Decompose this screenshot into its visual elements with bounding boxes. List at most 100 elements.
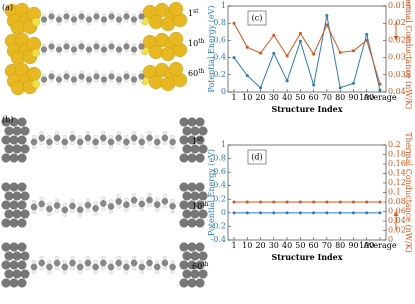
atom: [154, 259, 160, 265]
atom: [92, 204, 100, 212]
atom: [187, 218, 197, 228]
y2-tick-label: 0.04: [388, 87, 406, 96]
panel-label: (a): [2, 3, 13, 12]
y-tick-label: 0.2: [213, 194, 226, 203]
atom: [38, 200, 46, 208]
atom: [162, 204, 168, 209]
x-tick-label: 100: [359, 241, 374, 250]
point: [285, 79, 289, 83]
y-tick-label: 0: [221, 208, 226, 217]
atom: [170, 208, 175, 214]
point: [312, 200, 316, 204]
atom: [17, 218, 27, 228]
atom: [17, 260, 27, 270]
atom: [147, 192, 152, 198]
series-line: [233, 22, 381, 85]
y2-tick-label: 0.14: [388, 169, 406, 178]
atom: [101, 140, 106, 146]
point: [259, 86, 263, 90]
x-tick-label: 50: [295, 241, 305, 250]
atom: [147, 140, 152, 146]
atom: [101, 196, 106, 201]
point: [338, 50, 342, 54]
atom: [99, 200, 107, 207]
y2-tick-label: 0.18: [388, 150, 406, 159]
atom: [20, 209, 30, 219]
atom: [62, 134, 68, 140]
atom: [31, 209, 37, 215]
atom: [170, 198, 175, 204]
atom: [76, 206, 84, 214]
atom: [47, 134, 52, 140]
point: [232, 21, 236, 25]
x-axis-label: Structure Index: [272, 104, 343, 114]
atom: [9, 278, 19, 288]
atom: [182, 126, 192, 136]
atom: [138, 73, 145, 80]
y2-tick-label: 0.06: [388, 207, 406, 216]
atom: [46, 263, 53, 271]
atom: [131, 255, 137, 261]
atom: [198, 209, 208, 219]
atom: [39, 265, 44, 271]
atom: [1, 218, 11, 228]
y2-tick-label: 0.02: [388, 18, 406, 27]
atom: [130, 46, 138, 53]
charts: 0 0.2 0.4 0.6 0.8 1 0.015 0.02 0.025 0.03 0.035 0.0…: [207, 0, 413, 262]
point: [378, 88, 382, 92]
atom: [131, 193, 137, 198]
point: [298, 200, 302, 204]
arrow-head: [393, 36, 399, 40]
atom: [55, 46, 63, 53]
atom: [146, 134, 153, 142]
atom: [138, 138, 146, 146]
atom: [84, 201, 92, 209]
point: [259, 211, 263, 215]
atom: [116, 140, 121, 146]
point: [312, 83, 316, 87]
atom: [78, 43, 85, 50]
panel-label: (d): [251, 153, 262, 162]
atom: [1, 135, 11, 145]
atom: [63, 73, 70, 80]
y-tick-label: -0.2: [211, 221, 226, 230]
point: [365, 200, 369, 204]
atom: [62, 202, 68, 208]
atom: [195, 278, 205, 288]
atom: [12, 251, 22, 261]
panel-label: (c): [252, 14, 263, 23]
atom: [84, 134, 92, 142]
point: [325, 23, 329, 27]
atom: [62, 212, 68, 218]
frame-label: 60th: [192, 261, 209, 272]
x-tick-label: 40: [282, 241, 292, 250]
atom: [77, 202, 83, 207]
point: [378, 82, 382, 86]
point: [351, 200, 355, 204]
x-tick-label: 10: [242, 93, 252, 102]
panel-label: (b): [2, 115, 13, 124]
atom: [93, 259, 98, 265]
atom: [130, 134, 138, 142]
atom: [108, 43, 115, 50]
atom: [54, 198, 60, 203]
atom: [108, 209, 114, 214]
atom: [179, 218, 189, 228]
atom: [77, 269, 83, 275]
y2-tick-label: 0: [388, 235, 393, 244]
atom: [108, 144, 114, 150]
y-tick-label: 0.4: [213, 181, 226, 190]
atom: [116, 130, 121, 136]
atom: [190, 251, 200, 261]
atom: [63, 43, 70, 50]
y2-tick-label: 0.03: [388, 53, 406, 62]
atom: [116, 255, 121, 261]
atom: [39, 196, 44, 202]
series-line: [233, 15, 381, 91]
atom: [139, 196, 145, 202]
frame-number: 1: [192, 137, 197, 146]
atom: [147, 130, 152, 136]
atom: [9, 260, 19, 270]
atom: [70, 76, 78, 83]
